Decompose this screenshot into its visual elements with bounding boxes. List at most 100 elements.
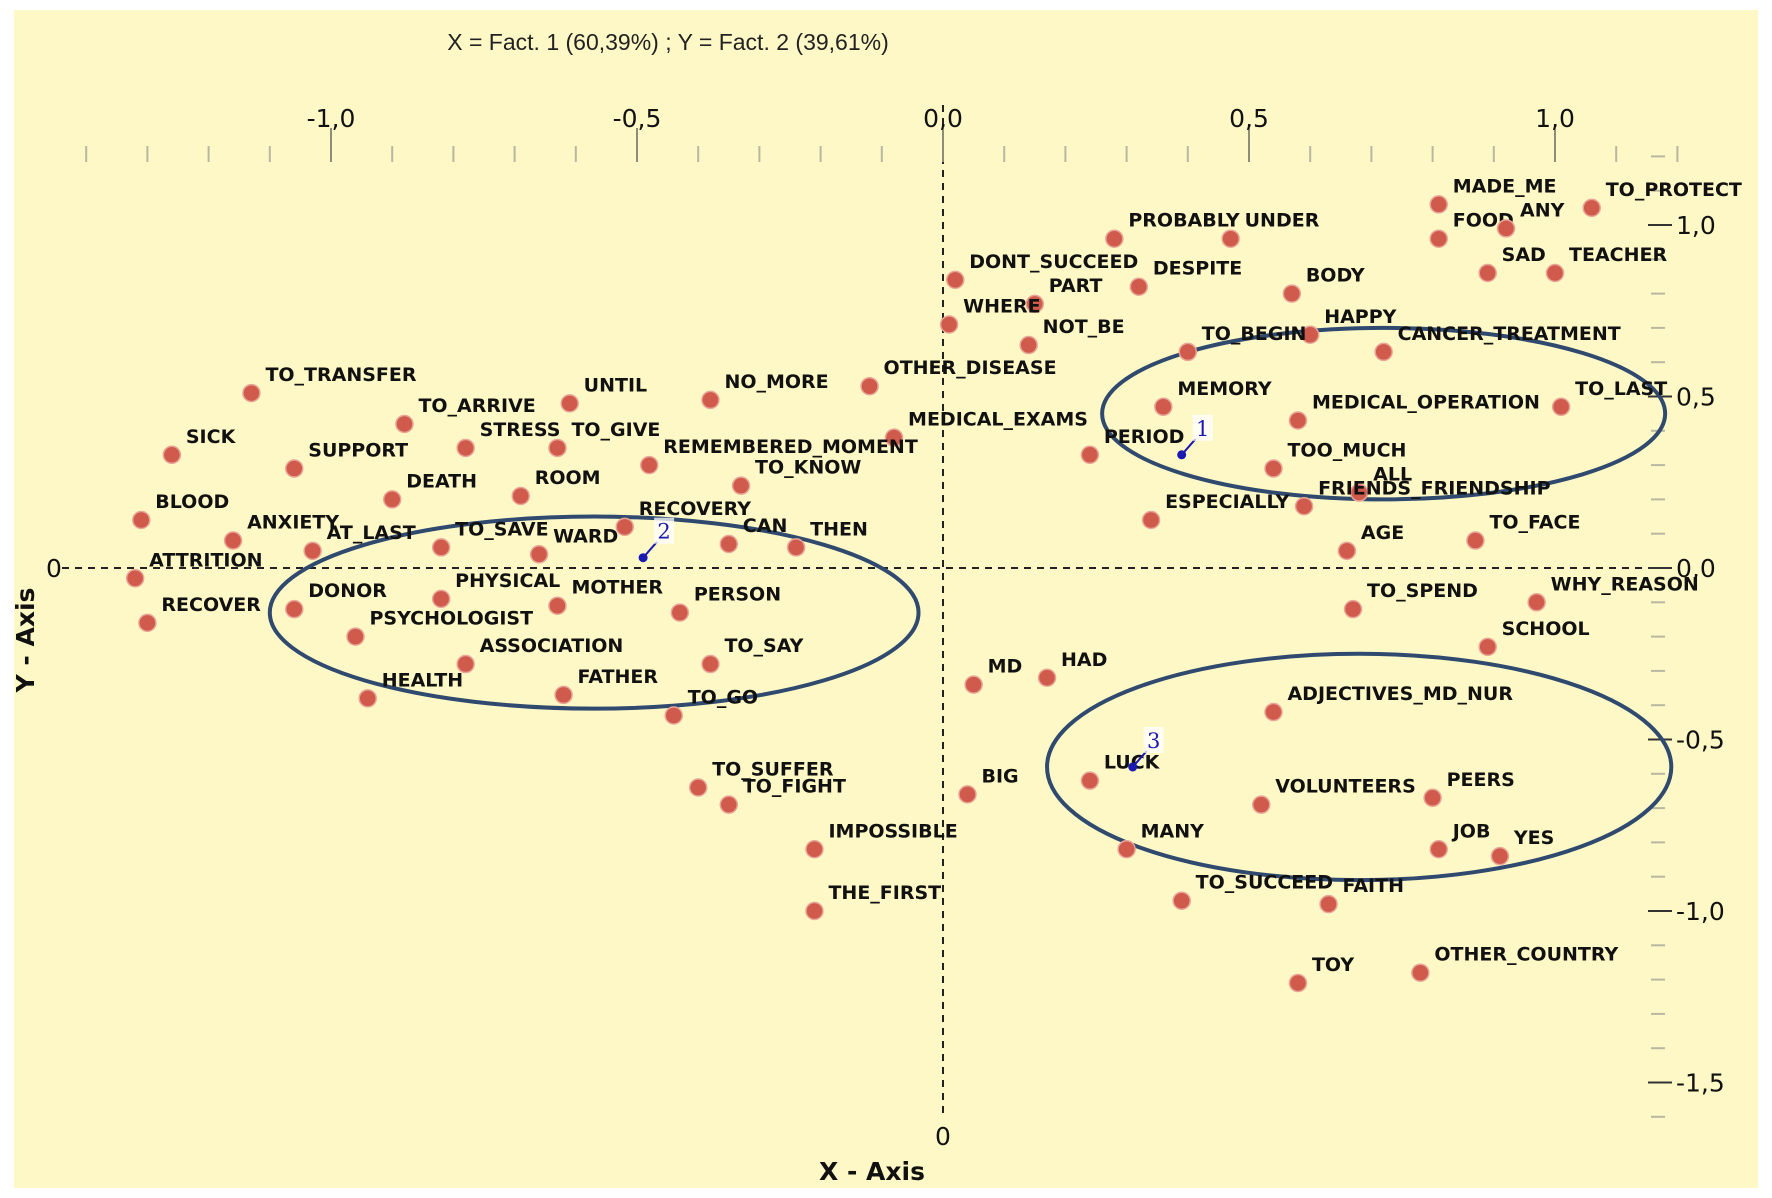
data-point: [884, 428, 904, 447]
data-point: [688, 778, 708, 797]
data-point: [1490, 846, 1510, 866]
point-label: CAN: [743, 515, 788, 537]
data-point: [1551, 397, 1571, 417]
centroid-label: 3: [1147, 729, 1160, 753]
point-label: BLOOD: [155, 491, 229, 513]
data-point: [1019, 335, 1038, 355]
point-label: TO_SAY: [724, 635, 803, 657]
centroid-label: 1: [1196, 417, 1209, 441]
data-point: [964, 675, 983, 694]
data-point: [529, 545, 549, 564]
point-label: BIG: [981, 765, 1018, 787]
point-label: MOTHER: [571, 577, 663, 599]
data-point: [1496, 219, 1516, 238]
point-label: TO_GIVE: [571, 419, 660, 441]
data-point: [431, 538, 451, 557]
point-label: TEACHER: [1569, 244, 1667, 266]
y-tick-label: 1,0: [1676, 211, 1716, 240]
point-label: TO_SUFFER: [712, 759, 834, 781]
data-point: [1478, 637, 1497, 657]
data-point: [945, 270, 965, 290]
data-point: [958, 785, 977, 804]
data-point: [1478, 263, 1497, 283]
data-point: [1429, 195, 1448, 214]
y-tick-label: -1,5: [1676, 1069, 1725, 1098]
point-label: MEDICAL_OPERATION: [1312, 392, 1540, 414]
data-point: [548, 438, 567, 458]
data-point: [242, 383, 261, 403]
point-label: FATHER: [578, 666, 659, 688]
point-label: CANCER_TREATMENT: [1398, 323, 1621, 345]
point-label: TO_FACE: [1489, 512, 1580, 534]
data-point: [125, 569, 145, 588]
point-label: THEN: [810, 518, 868, 540]
data-point: [615, 517, 635, 537]
data-point: [285, 459, 304, 478]
y-origin-label: 0: [46, 554, 62, 583]
point-label: TOY: [1312, 954, 1354, 976]
point-label: PROBABLY: [1128, 210, 1240, 232]
x-tick-label: 1,0: [1535, 104, 1575, 133]
point-label: JOB: [1451, 820, 1491, 842]
data-point: [1319, 894, 1338, 914]
point-label: ASSOCIATION: [480, 635, 624, 657]
data-point: [1343, 599, 1363, 619]
x-tick-label: -0,5: [613, 104, 662, 133]
centroid-label-bg: [1192, 414, 1213, 441]
chart-title: X = Fact. 1 (60,39%) ; Y = Fact. 2 (39,6…: [447, 29, 888, 55]
point-label: HAD: [1061, 649, 1107, 671]
data-point: [382, 490, 402, 509]
point-label: DONT_SUCCEED: [969, 251, 1138, 273]
cluster-ellipse: [267, 514, 921, 711]
centroid-point: [1177, 450, 1187, 460]
point-label: TO_BEGIN: [1202, 323, 1307, 345]
y-tick-label: -0,5: [1676, 726, 1725, 755]
point-label: FRIENDS_FRIENDSHIP: [1318, 477, 1551, 499]
data-point: [1288, 973, 1308, 993]
point-label: MANY: [1141, 820, 1205, 842]
cluster-centroids: 1 2 3: [638, 414, 1213, 772]
point-label: TO_GO: [688, 686, 758, 708]
point-label: YES: [1513, 827, 1554, 849]
point-label: HEALTH: [382, 669, 463, 691]
data-point: [1294, 497, 1314, 516]
point-label: TO_SPEND: [1367, 580, 1478, 602]
data-point: [1037, 668, 1057, 688]
x-axis-title: X - Axis: [819, 1157, 925, 1186]
axes: -1,0 -0,5 0,0 0,5 1,0 1,0 0,5 0,0 -0,5 -1,0 -1,5 0 0: [46, 104, 1725, 1151]
point-label: BODY: [1306, 265, 1365, 287]
point-label: SCHOOL: [1502, 618, 1590, 640]
point-label: TO_KNOW: [755, 457, 861, 479]
data-point: [805, 840, 824, 859]
data-point: [1105, 229, 1124, 248]
point-label: FAITH: [1343, 875, 1404, 897]
point-label: PEERS: [1447, 769, 1515, 791]
point-label: HAPPY: [1324, 306, 1396, 328]
centroid-label-bg: [654, 517, 675, 544]
point-label: PERSON: [694, 584, 781, 606]
point-label: PERIOD: [1104, 426, 1185, 448]
x-tick-label: 0,5: [1229, 104, 1269, 133]
plot-background: [14, 10, 1758, 1188]
data-point: [1337, 541, 1357, 561]
data-point: [1251, 795, 1271, 814]
data-point: [701, 390, 720, 410]
y-tick-label: -1,0: [1676, 897, 1725, 926]
data-point: [560, 394, 579, 413]
data-point: [1141, 510, 1161, 530]
data-point: [1423, 788, 1442, 808]
point-label: MEDICAL_EXAMS: [908, 409, 1088, 431]
data-point: [1527, 593, 1546, 612]
data-point: [456, 438, 475, 458]
point-label: TO_LAST: [1575, 378, 1667, 400]
point-label: ROOM: [535, 467, 601, 489]
point-label: PART: [1049, 275, 1103, 297]
data-point: [1466, 531, 1485, 550]
data-point: [701, 654, 720, 674]
data-point: [1117, 840, 1136, 859]
cluster-ellipses: [267, 325, 1674, 883]
data-point: [395, 414, 414, 434]
data-point: [731, 476, 751, 495]
point-label: MEMORY: [1177, 378, 1272, 400]
